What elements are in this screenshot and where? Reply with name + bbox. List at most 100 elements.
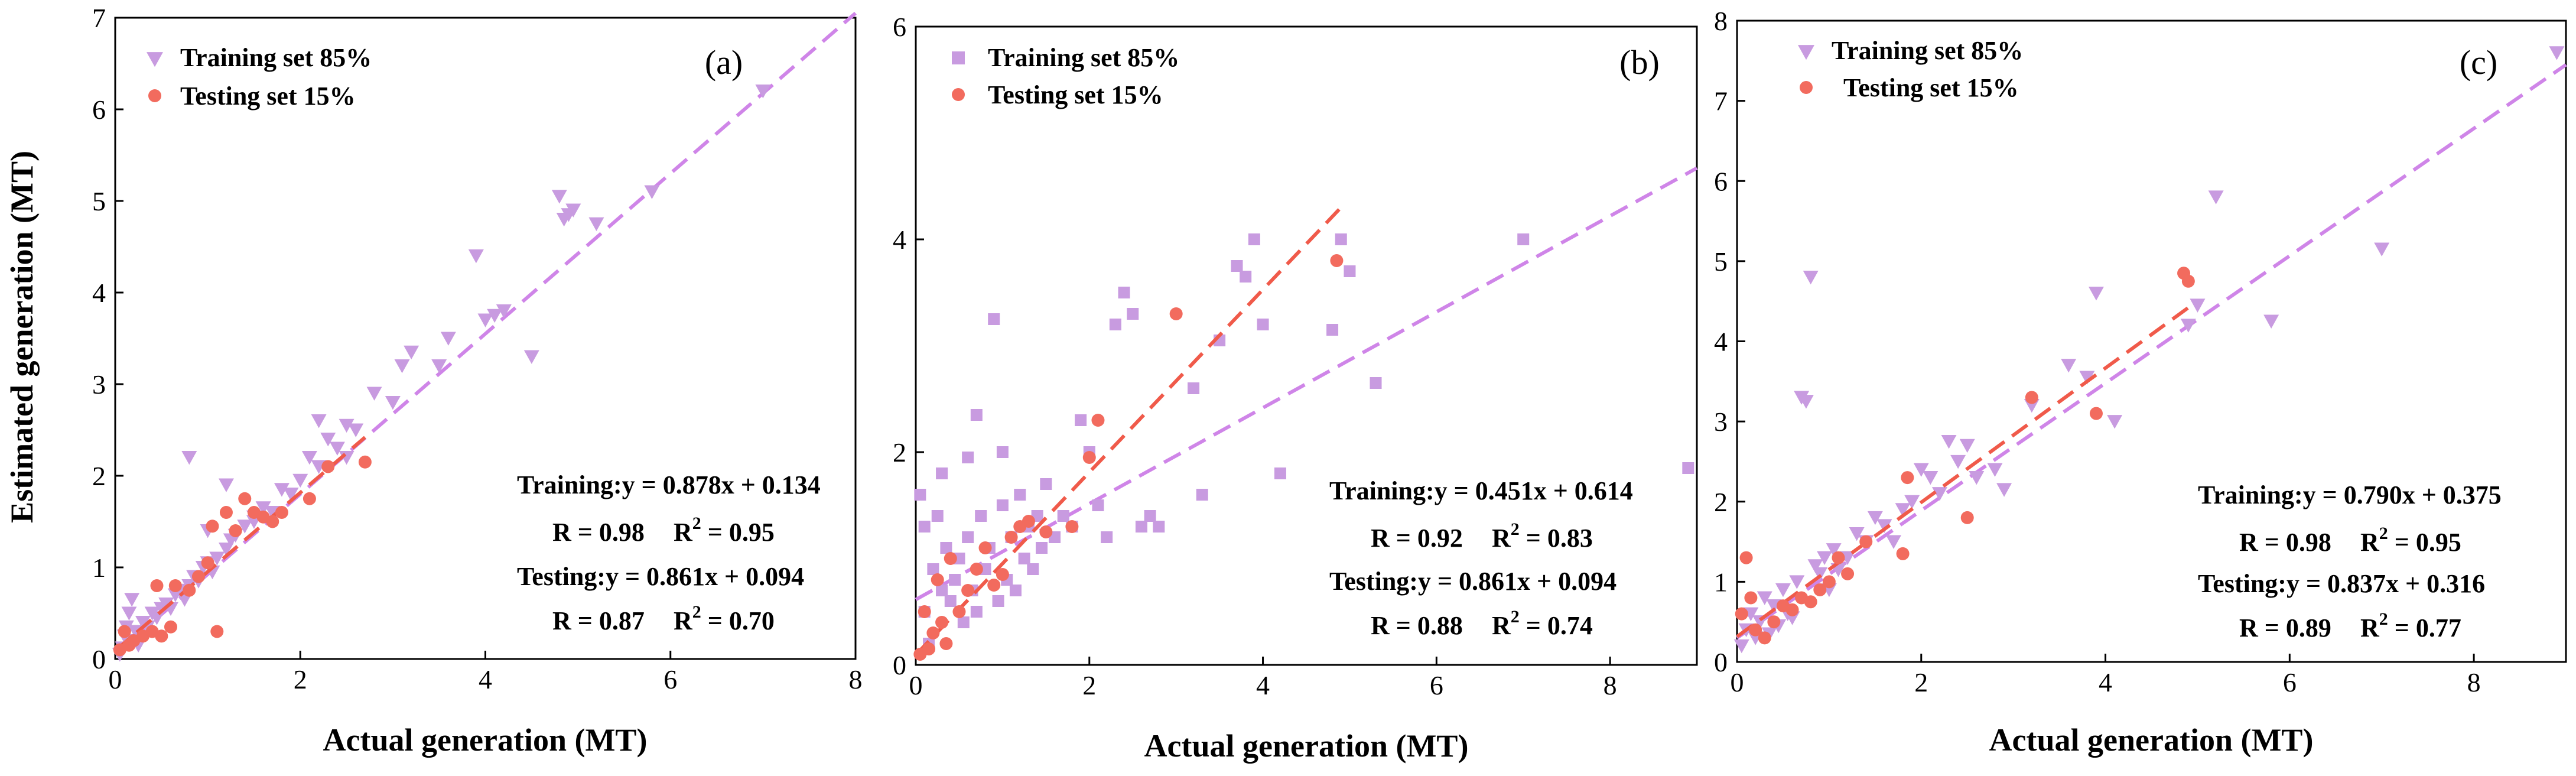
testing-point bbox=[926, 626, 940, 639]
x-tick-label: 8 bbox=[849, 664, 863, 694]
training-point bbox=[1941, 434, 1957, 449]
training-point bbox=[149, 611, 165, 625]
training-point bbox=[565, 203, 581, 217]
training-point bbox=[1035, 542, 1048, 554]
training-point bbox=[348, 423, 364, 437]
y-tick-label: 2 bbox=[1714, 487, 1728, 517]
training-point bbox=[477, 313, 493, 327]
regression-stats: Training:y = 0.878x + 0.134 R = 0.98 R2 … bbox=[517, 470, 821, 635]
testing-point bbox=[987, 579, 1001, 592]
y-tick-label: 4 bbox=[92, 278, 106, 308]
x-tick-label: 6 bbox=[2283, 667, 2297, 697]
training-point bbox=[1950, 454, 1966, 469]
legend-square-marker bbox=[952, 51, 965, 64]
training-r2: R2 = 0.95 bbox=[674, 514, 775, 547]
y-tick-label: 8 bbox=[1714, 6, 1728, 36]
y-tick-label: 1 bbox=[1714, 567, 1728, 597]
plot-frame bbox=[1736, 20, 2567, 663]
fit-lines bbox=[114, 11, 857, 656]
testing-point bbox=[1330, 254, 1344, 267]
training-point bbox=[1344, 265, 1356, 277]
training-r: R = 0.98 bbox=[552, 518, 645, 547]
training-point bbox=[927, 563, 939, 575]
training-point bbox=[496, 304, 512, 319]
axis-ticks: 0 2 4 6 8 0 1 2 3 4 5 6 7 bbox=[92, 3, 863, 694]
testing-point bbox=[1744, 591, 1758, 605]
training-point bbox=[755, 84, 771, 99]
training-point bbox=[1196, 489, 1208, 501]
legend-training-label: Training set 85% bbox=[988, 43, 1179, 72]
training-equation: Training:y = 0.451x + 0.614 bbox=[1329, 476, 1633, 505]
training-point bbox=[988, 313, 1000, 325]
legend-training-marker bbox=[952, 51, 965, 64]
y-tick-label: 4 bbox=[893, 225, 906, 255]
testing-point bbox=[1758, 631, 1771, 645]
legend-triangle-marker bbox=[1798, 45, 1814, 60]
y-tick-label: 2 bbox=[92, 461, 106, 491]
testing-point bbox=[118, 625, 131, 638]
axis-ticks: 0 2 4 6 8 0 2 4 6 bbox=[893, 12, 1617, 700]
x-tick-label: 0 bbox=[109, 664, 122, 694]
training-point bbox=[1867, 511, 1883, 525]
testing-point bbox=[201, 556, 214, 570]
testing-point bbox=[358, 455, 372, 469]
testing-point bbox=[1785, 603, 1799, 616]
testing-point bbox=[303, 492, 316, 505]
training-point bbox=[1018, 553, 1030, 564]
training-point bbox=[936, 467, 948, 479]
testing-point bbox=[1004, 531, 1018, 544]
testing-point bbox=[2089, 407, 2103, 420]
training-point bbox=[1370, 377, 1382, 389]
testing-point bbox=[931, 573, 944, 586]
testing-fit-line bbox=[1736, 306, 2190, 638]
testing-point bbox=[996, 568, 1009, 581]
regression-stats: Training:y = 0.451x + 0.614 R = 0.92 R2 … bbox=[1329, 476, 1633, 640]
training-point bbox=[1240, 271, 1252, 283]
testing-point bbox=[155, 629, 168, 643]
testing-point bbox=[183, 583, 196, 597]
testing-point bbox=[1739, 551, 1753, 564]
x-tick-label: 2 bbox=[1914, 667, 1928, 697]
training-point bbox=[1274, 467, 1286, 479]
training-point bbox=[1775, 583, 1791, 598]
testing-point bbox=[150, 579, 164, 592]
x-tick-label: 6 bbox=[1430, 670, 1443, 700]
testing-point bbox=[229, 524, 242, 537]
training-r2: R2 = 0.83 bbox=[1492, 520, 1593, 553]
testing-point bbox=[1065, 520, 1079, 533]
training-point bbox=[1057, 510, 1069, 522]
training-point bbox=[949, 574, 961, 586]
x-tick-label: 2 bbox=[294, 664, 307, 694]
testing-point bbox=[1735, 607, 1748, 621]
axis-ticks: 0 2 4 6 8 0 1 2 3 4 5 6 7 8 bbox=[1714, 6, 2481, 697]
training-fit-line bbox=[114, 11, 857, 656]
panel-c: 0 2 4 6 8 0 1 2 3 4 5 6 7 8 (c) Training set 85% Test… bbox=[1714, 6, 2567, 758]
training-r: R = 0.98 bbox=[2239, 528, 2331, 557]
training-point bbox=[588, 217, 604, 232]
training-point bbox=[1757, 591, 1772, 605]
training-point bbox=[124, 593, 140, 607]
legend-testing-marker bbox=[952, 88, 965, 101]
testing-equation: Testing:y = 0.861x + 0.094 bbox=[1329, 567, 1616, 596]
training-point bbox=[1248, 233, 1260, 245]
x-tick-label: 8 bbox=[1604, 670, 1617, 700]
legend-testing-marker bbox=[1800, 81, 1813, 94]
testing-point bbox=[1022, 515, 1035, 528]
testing-point bbox=[321, 460, 335, 473]
training-point bbox=[1135, 521, 1147, 533]
training-point bbox=[1257, 319, 1269, 330]
x-tick-label: 4 bbox=[2099, 667, 2112, 697]
y-tick-label: 3 bbox=[92, 369, 106, 400]
training-point bbox=[1027, 563, 1039, 575]
testing-point bbox=[952, 605, 966, 618]
testing-point bbox=[922, 642, 936, 655]
testing-point bbox=[1896, 547, 1910, 560]
testing-point bbox=[935, 616, 949, 629]
legend-testing-label: Testing set 15% bbox=[988, 80, 1163, 109]
testing-point bbox=[1039, 525, 1053, 538]
testing-point bbox=[1082, 451, 1096, 464]
testing-point bbox=[970, 563, 983, 576]
testing-fit-line bbox=[114, 436, 366, 652]
training-point bbox=[940, 542, 952, 554]
testing-point bbox=[1901, 471, 1914, 485]
